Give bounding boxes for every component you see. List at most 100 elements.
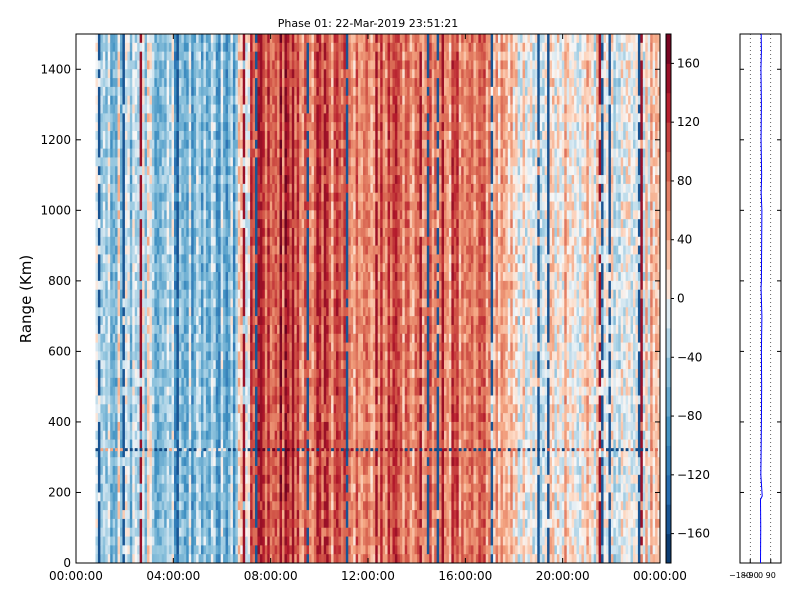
heatmap-cell (140, 457, 143, 466)
heatmap-cell (164, 122, 167, 131)
heatmap-cell (270, 210, 273, 219)
heatmap-cell (270, 334, 273, 343)
heatmap-cell (132, 351, 135, 360)
heatmap-cell (174, 537, 177, 546)
heatmap-cell (189, 510, 192, 519)
heatmap-cell (292, 34, 295, 43)
heatmap-cell (282, 457, 285, 466)
heatmap-cell (248, 272, 251, 281)
heatmap-cell (262, 69, 265, 78)
heatmap-cell (130, 431, 133, 440)
heatmap-cell (233, 387, 236, 396)
heatmap-cell (157, 422, 160, 431)
heatmap-cell (199, 422, 202, 431)
heatmap-cell (164, 466, 167, 475)
heatmap-cell (194, 272, 197, 281)
heatmap-cell (245, 528, 248, 537)
heatmap-cell (154, 422, 157, 431)
heatmap-cell (176, 351, 179, 360)
heatmap-cell (152, 43, 155, 52)
heatmap-cell (201, 492, 204, 501)
heatmap-cell (228, 34, 231, 43)
heatmap-cell (172, 299, 175, 308)
heatmap-cell (167, 175, 170, 184)
heatmap-cell (250, 69, 253, 78)
heatmap-cell (275, 369, 278, 378)
heatmap-cell (265, 52, 268, 61)
heatmap-cell (179, 290, 182, 299)
heatmap-cell (199, 113, 202, 122)
heatmap-cell (98, 528, 101, 537)
heatmap-cell (113, 307, 116, 316)
heatmap-cell (289, 193, 292, 202)
heatmap-cell (218, 351, 221, 360)
heatmap-cell (145, 528, 148, 537)
heatmap-cell (152, 219, 155, 228)
heatmap-cell (176, 43, 179, 52)
heatmap-cell (211, 202, 214, 211)
heatmap-cell (208, 219, 211, 228)
heatmap-cell (277, 254, 280, 263)
heatmap-cell (265, 87, 268, 96)
heatmap-cell (228, 440, 231, 449)
heatmap-cell (245, 501, 248, 510)
heatmap-cell (257, 157, 260, 166)
heatmap-cell (176, 184, 179, 193)
heatmap-cell (120, 528, 123, 537)
heatmap-cell (167, 325, 170, 334)
heatmap-cell (157, 466, 160, 475)
heatmap-cell (282, 228, 285, 237)
heatmap-cell (226, 246, 229, 255)
heatmap-cell (189, 360, 192, 369)
heatmap-cell (228, 237, 231, 246)
heatmap-cell (218, 281, 221, 290)
heatmap-cell (257, 492, 260, 501)
heatmap-cell (196, 131, 199, 140)
heatmap-cell (213, 316, 216, 325)
heatmap-cell (245, 351, 248, 360)
heatmap-cell (172, 87, 175, 96)
heatmap-cell (137, 545, 140, 554)
heatmap-cell (125, 246, 128, 255)
heatmap-cell (142, 52, 145, 61)
heatmap-cell (228, 307, 231, 316)
heatmap-cell (100, 237, 103, 246)
heatmap-cell (194, 545, 197, 554)
heatmap-cell (203, 290, 206, 299)
heatmap-cell (289, 69, 292, 78)
heatmap-cell (100, 202, 103, 211)
heatmap-cell (238, 219, 241, 228)
heatmap-cell (223, 554, 226, 563)
heatmap-cell (115, 475, 118, 484)
heatmap-cell (186, 334, 189, 343)
heatmap-cell (194, 193, 197, 202)
heatmap-cell (162, 351, 165, 360)
heatmap-cell (235, 228, 238, 237)
heatmap-cell (154, 157, 157, 166)
heatmap-cell (275, 334, 278, 343)
heatmap-cell (194, 378, 197, 387)
heatmap-cell (127, 351, 130, 360)
heatmap-cell (186, 545, 189, 554)
heatmap-cell (211, 263, 214, 272)
heatmap-cell (103, 413, 106, 422)
heatmap-cell (289, 175, 292, 184)
heatmap-cell (245, 378, 248, 387)
heatmap-cell (206, 395, 209, 404)
heatmap-cell (199, 554, 202, 563)
heatmap-cell (280, 440, 283, 449)
heatmap-cell (105, 96, 108, 105)
heatmap-cell (120, 519, 123, 528)
heatmap-cell (243, 34, 246, 43)
heatmap-cell (206, 554, 209, 563)
heatmap-cell (162, 484, 165, 493)
heatmap-cell (216, 87, 219, 96)
heatmap-cell (228, 96, 231, 105)
heatmap-cell (211, 343, 214, 352)
heatmap-cell (137, 210, 140, 219)
heatmap-cell (176, 219, 179, 228)
heatmap-cell (245, 246, 248, 255)
heatmap-cell (137, 413, 140, 422)
heatmap-cell (95, 69, 98, 78)
heatmap-cell (140, 113, 143, 122)
